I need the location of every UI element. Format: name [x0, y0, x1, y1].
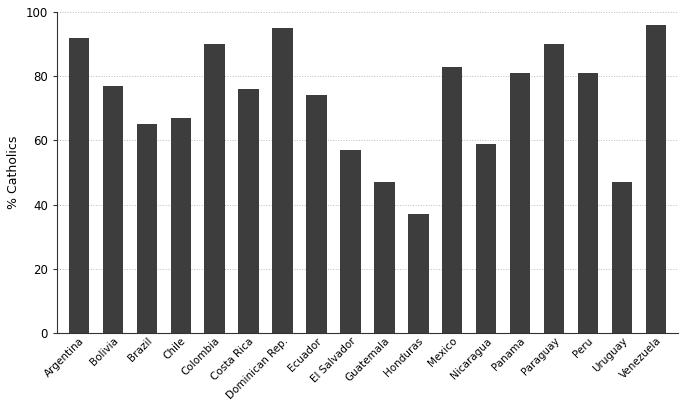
Bar — [103, 86, 123, 333]
Bar — [612, 182, 632, 333]
Bar — [578, 73, 598, 333]
Bar — [340, 150, 360, 333]
Bar — [646, 25, 667, 333]
Bar — [374, 182, 395, 333]
Bar — [273, 28, 292, 333]
Bar — [136, 124, 157, 333]
Bar — [510, 73, 530, 333]
Bar — [68, 38, 89, 333]
Y-axis label: % Catholics: % Catholics — [7, 136, 20, 209]
Bar — [408, 214, 429, 333]
Bar — [306, 95, 327, 333]
Bar — [238, 89, 259, 333]
Bar — [476, 144, 497, 333]
Bar — [204, 44, 225, 333]
Bar — [544, 44, 564, 333]
Bar — [442, 67, 462, 333]
Bar — [171, 118, 191, 333]
